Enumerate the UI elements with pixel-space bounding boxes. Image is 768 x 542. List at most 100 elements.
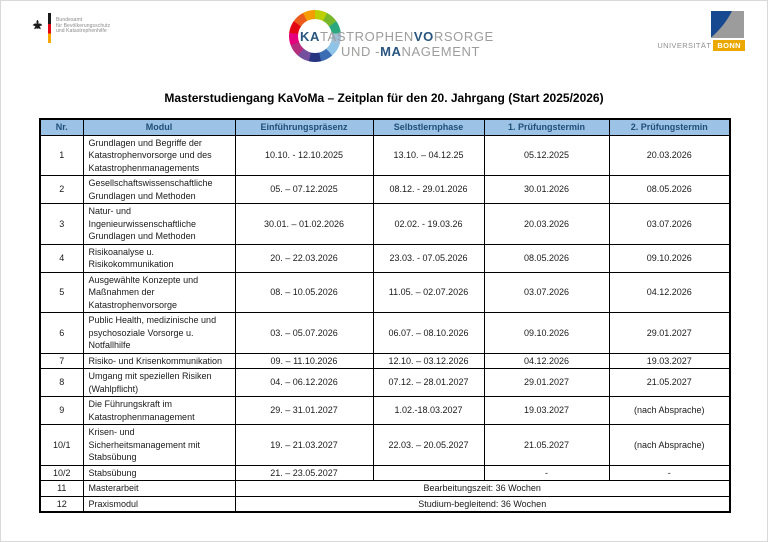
bbk-logo-text: Bundesamt für Bevölkerungsschutz und Kat… [56,13,110,35]
cell-pruefungstermin-2: (nach Absprache) [608,424,731,466]
cell-nr: 3 [39,203,84,245]
cell-modul: Masterarbeit [82,480,236,497]
cell-selbstlernphase [372,464,485,481]
cell-modul: Praxismodul [82,495,236,513]
cell-nr: 8 [39,368,84,397]
kavoma-wordmark-line2: UND -MANAGEMENT [341,44,480,59]
cell-pruefungstermin-2: (nach Absprache) [608,396,731,425]
bbk-text-line2: für Bevölkerungsschutz [56,22,111,29]
cell-nr: 12 [39,495,84,513]
cell-einfuehrungspraesenz: 03. – 05.07.2026 [234,312,374,354]
cell-modul: Risikoanalyse u. Risikokommunikation [82,243,236,273]
cell-selbstlernphase: 07.12. – 28.01.2027 [372,368,485,397]
cell-pruefungstermin-2: 03.07.2026 [608,203,731,245]
cell-modul: Die Führungskraft im Katastrophenmanagem… [82,396,236,425]
bbk-text-line3: und Katastrophenhilfe [56,28,107,35]
cell-nr: 4 [39,243,84,273]
cell-pruefungstermin-1: 08.05.2026 [483,243,610,273]
kavoma-wordmark-part: NAGEMENT [401,44,481,59]
cell-pruefungstermin-2: 09.10.2026 [608,243,731,273]
cell-modul: Grundlagen und Begriffe der Katastrophen… [82,134,236,176]
table-row: 10/2 Stabsübung 21. – 23.05.2027 - - [39,464,731,481]
cell-nr: 11 [39,480,84,497]
column-header: 2. Prüfungstermin [608,118,731,136]
kavoma-wordmark-part: UND - [341,44,381,59]
cell-einfuehrungspraesenz: 30.01. – 01.02.2026 [234,203,374,245]
cell-einfuehrungspraesenz: 21. – 23.05.2027 [234,464,374,481]
cell-nr: 2 [39,175,84,204]
cell-modul: Gesellschaftswissenschaftliche Grundlage… [82,175,236,204]
cell-pruefungstermin-1: 29.01.2027 [483,368,610,397]
cell-modul: Natur- und Ingenieurwissenschaftliche Gr… [82,203,236,245]
cell-nr: 7 [39,352,84,369]
cell-einfuehrungspraesenz: 19. – 21.03.2027 [234,424,374,466]
kavoma-wordmark-line1: KATASTROPHENVORSORGE [300,29,494,44]
schedule-table: Nr. Modul Einführungspräsenz Selbstlernphas… [39,118,731,513]
table-row: 8 Umgang mit speziellen Risiken (Wahlpfli… [39,368,731,397]
cell-pruefungstermin-1: - [483,464,610,481]
cell-merged-note: Bearbeitungszeit: 36 Wochen [234,480,731,497]
page-title: Masterstudiengang KaVoMa – Zeitplan für … [164,91,604,105]
kavoma-wordmark-part: RSORGE [433,29,494,44]
table-row: 7 Risiko- und Krisenkommunikation 09. – 11… [39,352,731,369]
kavoma-wordmark-part: TASTROPHEN [319,29,414,44]
cell-einfuehrungspraesenz: 10.10. - 12.10.2025 [234,134,374,176]
cell-pruefungstermin-2: - [608,464,731,481]
cell-merged-note: Studium-begleitend: 36 Wochen [234,495,731,513]
cell-pruefungstermin-1: 19.03.2027 [483,396,610,425]
kavoma-wordmark-part: MA [380,44,402,59]
kavoma-wordmark-part: KA [300,29,320,44]
kavoma-color-ring-icon [289,10,341,62]
cell-selbstlernphase: 22.03. – 20.05.2027 [372,424,485,466]
table-row: 4 Risikoanalyse u. Risikokommunikation 20.… [39,243,731,273]
table-header-row: Nr. Modul Einführungspräsenz Selbstlernphas… [39,118,731,136]
cell-modul: Krisen- und Sicherheitsmanagement mit St… [82,424,236,466]
cell-einfuehrungspraesenz: 09. – 11.10.2026 [234,352,374,369]
kavoma-logo: KATASTROPHENVORSORGE UND -MANAGEMENT [287,8,517,62]
cell-pruefungstermin-2: 20.03.2026 [608,134,731,176]
cell-einfuehrungspraesenz: 29. – 31.01.2027 [234,396,374,425]
cell-einfuehrungspraesenz: 20. – 22.03.2026 [234,243,374,273]
uni-bonn-emblem-icon [711,11,744,38]
cell-einfuehrungspraesenz: 08. – 10.05.2026 [234,271,374,313]
cell-selbstlernphase: 1.02.-18.03.2027 [372,396,485,425]
cell-pruefungstermin-1: 30.01.2026 [483,175,610,204]
cell-modul: Ausgewählte Konzepte und Maßnahmen der K… [82,271,236,313]
cell-nr: 9 [39,396,84,425]
cell-nr: 6 [39,312,84,354]
table-row: 5 Ausgewählte Konzepte und Maßnahmen der … [39,271,731,313]
cell-modul: Stabsübung [82,464,236,481]
cell-selbstlernphase: 08.12. - 29.01.2026 [372,175,485,204]
cell-pruefungstermin-1: 09.10.2026 [483,312,610,354]
table-row: 3 Natur- und Ingenieurwissenschaftliche G… [39,203,731,245]
table-row: 2 Gesellschaftswissenschaftliche Grundlag… [39,175,731,204]
cell-pruefungstermin-2: 29.01.2027 [608,312,731,354]
cell-einfuehrungspraesenz: 04. – 06.12.2026 [234,368,374,397]
table-row: 6 Public Health, medizinische und psychos… [39,312,731,354]
cell-nr: 5 [39,271,84,313]
kavoma-wordmark-part: VO [413,29,434,44]
bbk-text-line1: Bundesamt [56,17,83,23]
cell-nr: 10/1 [39,424,84,466]
cell-modul: Umgang mit speziellen Risiken (Wahlpflic… [82,368,236,397]
column-header: Einführungspräsenz [234,118,374,136]
uni-bonn-city-badge: BONN [713,40,745,51]
cell-selbstlernphase: 11.05. – 02.07.2026 [372,271,485,313]
table-row: 12 Praxismodul Studium-begleitend: 36 Woch… [39,495,731,513]
cell-einfuehrungspraesenz: 05. – 07.12.2025 [234,175,374,204]
column-header: Nr. [39,118,84,136]
cell-selbstlernphase: 06.07. – 08.10.2026 [372,312,485,354]
cell-pruefungstermin-1: 05.12.2025 [483,134,610,176]
cell-pruefungstermin-1: 04.12.2026 [483,352,610,369]
table-row: 9 Die Führungskraft im Katastrophenmanage… [39,396,731,425]
table-row: 10/1 Krisen- und Sicherheitsmanagement mi… [39,424,731,466]
cell-nr: 10/2 [39,464,84,481]
cell-selbstlernphase: 23.03. - 07.05.2026 [372,243,485,273]
cell-selbstlernphase: 12.10. – 03.12.2026 [372,352,485,369]
column-header: 1. Prüfungstermin [483,118,610,136]
column-header: Selbstlernphase [372,118,485,136]
cell-selbstlernphase: 13.10. – 04.12.25 [372,134,485,176]
cell-modul: Risiko- und Krisenkommunikation [82,352,236,369]
column-header: Modul [82,118,236,136]
